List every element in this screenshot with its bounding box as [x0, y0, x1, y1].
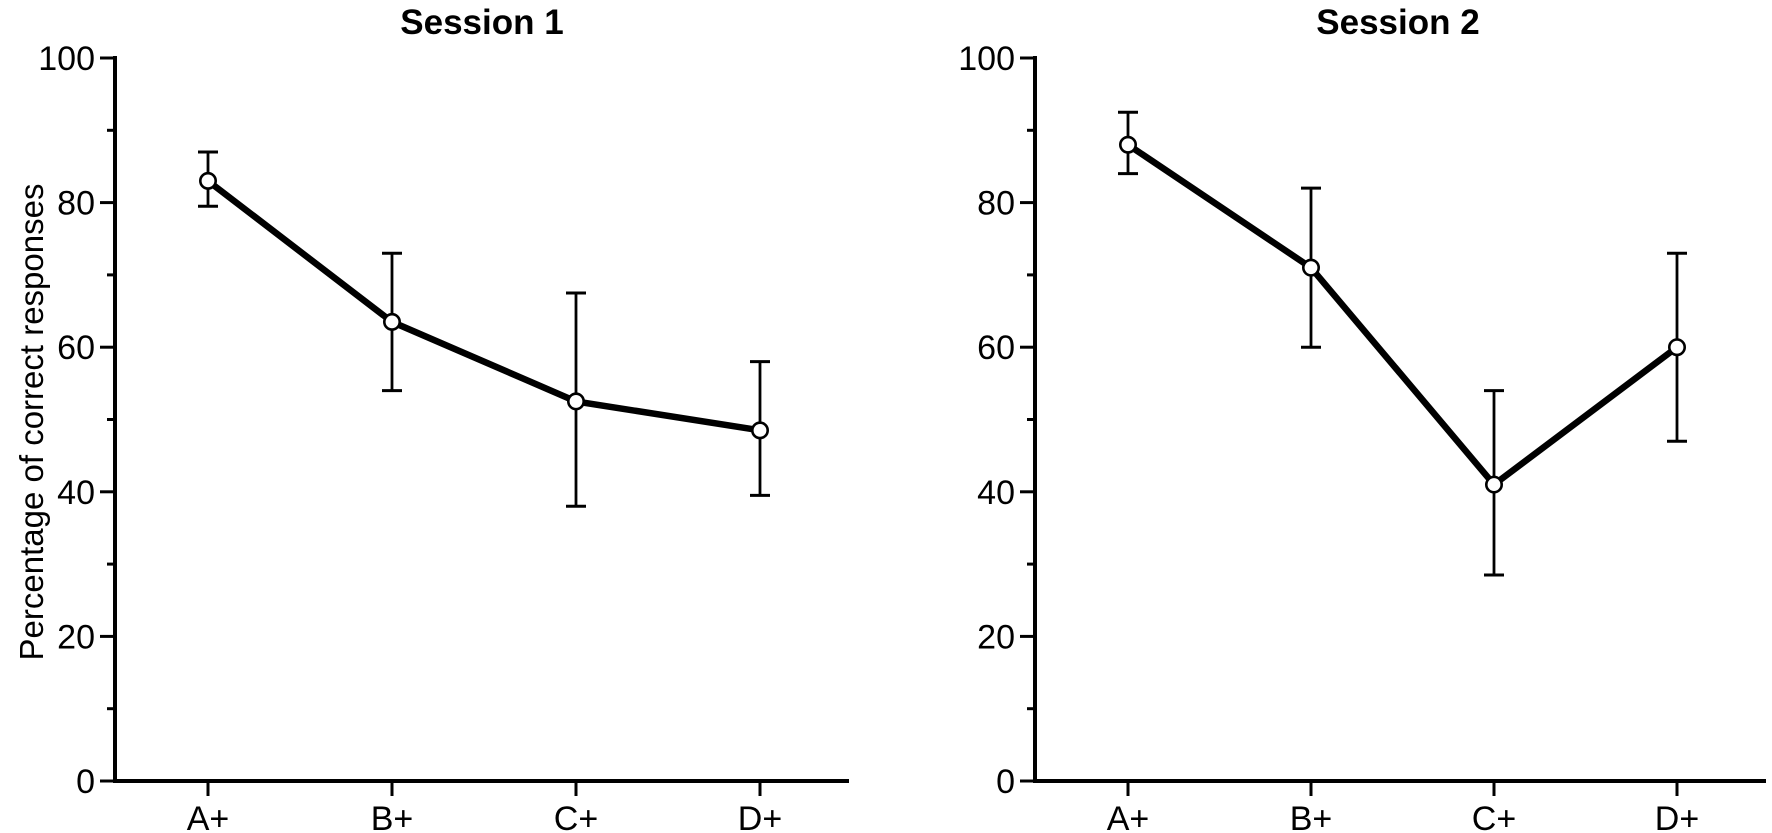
plots-layer: 0 20 40 60 80 100 A+ B+ C+ D+ 0 20 40 60 80 100 A+ B+ C+ D+: [38, 40, 1766, 833]
x-tick-label: D+: [738, 800, 782, 833]
chart-session-2: 0 20 40 60 80 100 A+ B+ C+ D+: [958, 40, 1766, 833]
y-tick-label: 40: [57, 474, 95, 512]
data-point-marker: [1119, 135, 1138, 154]
chart-title-session-1: Session 1: [400, 3, 563, 42]
y-tick-label: 100: [38, 40, 95, 78]
y-tick-label: 60: [57, 329, 95, 367]
data-point-marker: [566, 392, 585, 411]
y-tick-label: 20: [977, 618, 1015, 656]
data-point-marker: [1485, 475, 1504, 494]
y-tick-label: 60: [977, 329, 1015, 367]
x-tick-label: B+: [1290, 800, 1333, 833]
x-tick-label: D+: [1655, 800, 1699, 833]
x-tick-label: C+: [1472, 800, 1516, 833]
y-tick-label: 0: [76, 763, 95, 801]
y-axis-label: Percentage of correct responses: [13, 184, 50, 661]
x-tick-label: B+: [371, 800, 414, 833]
y-tick-label: 0: [996, 763, 1015, 801]
y-tick-label: 40: [977, 474, 1015, 512]
x-tick-label: A+: [1107, 800, 1150, 833]
y-tick-label: 100: [958, 40, 1015, 78]
data-point-marker: [1668, 338, 1687, 357]
data-point-marker: [199, 171, 218, 190]
data-point-marker: [1302, 258, 1321, 277]
data-line: [204, 177, 764, 434]
chart-title-session-2: Session 2: [1316, 3, 1479, 42]
data-line: [1124, 141, 1681, 490]
chart-session-1: 0 20 40 60 80 100 A+ B+ C+ D+: [38, 40, 849, 833]
x-tick-label: A+: [187, 800, 230, 833]
data-point-marker: [750, 421, 769, 440]
y-tick-label: 80: [977, 185, 1015, 223]
data-point-marker: [382, 312, 401, 331]
y-tick-label: 20: [57, 618, 95, 656]
x-tick-label: C+: [554, 800, 598, 833]
y-tick-label: 80: [57, 185, 95, 223]
